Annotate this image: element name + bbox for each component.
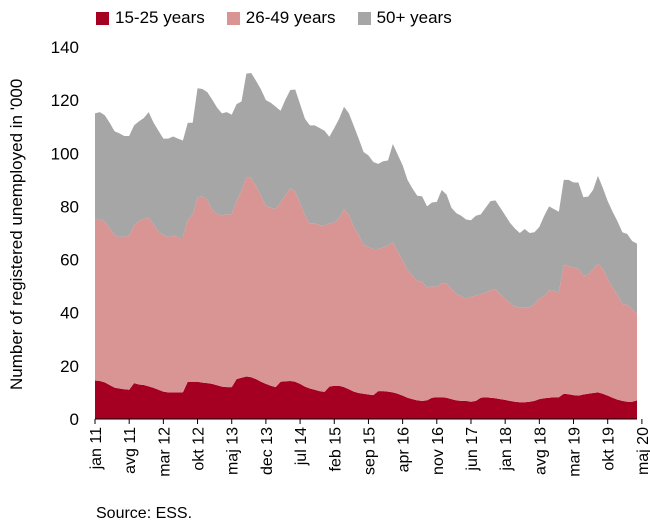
- legend-label-26-49: 26-49 years: [245, 8, 336, 27]
- x-tick-label: mar 12: [156, 427, 173, 477]
- y-tick-label: 80: [60, 197, 79, 216]
- y-tick-label: 20: [60, 357, 79, 376]
- y-tick-label: 100: [51, 144, 79, 163]
- x-tick-label: feb 15: [327, 427, 344, 472]
- legend-label-15-25: 15-25 years: [115, 8, 205, 27]
- y-axis: 0 20 40 60 80 100 120 140: [51, 38, 79, 429]
- y-tick-label: 120: [51, 91, 79, 110]
- y-tick-label: 60: [60, 251, 79, 270]
- legend-item-50plus: 50+ years: [357, 8, 452, 28]
- x-tick-label: dec 13: [259, 427, 276, 475]
- y-tick-label: 0: [70, 410, 79, 429]
- x-tick-label: jul 14: [293, 427, 310, 466]
- legend-item-26-49: 26-49 years: [226, 8, 336, 28]
- x-tick-label: apr 16: [396, 427, 413, 472]
- area-series-2: [95, 177, 637, 403]
- x-tick-label: nov 16: [430, 427, 447, 475]
- x-tick-label: avg 11: [122, 427, 139, 474]
- x-tick-label: jan 18: [498, 427, 515, 472]
- x-tick-label: jan 11: [88, 427, 105, 471]
- x-tick-label: maj 13: [225, 427, 242, 475]
- x-tick-label: avg 18: [532, 427, 549, 475]
- legend-swatch-15-25: [96, 11, 109, 25]
- area-series-3: [95, 73, 637, 315]
- x-tick-label: okt 19: [601, 427, 618, 471]
- legend-swatch-50plus: [357, 11, 371, 25]
- area-layer: [95, 73, 637, 419]
- legend-label-50plus: 50+ years: [376, 8, 452, 27]
- x-tick-label: jun 17: [464, 427, 481, 472]
- y-axis-label: Number of registered unemployed in '000: [7, 78, 26, 390]
- x-tick-label: okt 12: [191, 427, 208, 471]
- x-axis: jan 11 avg 11 mar 12 okt 12 maj 13 dec 13 jul …: [88, 418, 650, 477]
- x-tick-label: sep 15: [361, 427, 378, 475]
- y-tick-label: 40: [60, 304, 79, 323]
- source-note: Source: ESS.: [96, 505, 193, 522]
- legend-item-15-25: 15-25 years: [96, 8, 205, 28]
- y-tick-label: 140: [51, 38, 79, 57]
- legend: 15-25 years 26-49 years 50+ years: [96, 8, 452, 28]
- area-series-1: [95, 376, 637, 419]
- x-tick-label: maj 20: [635, 427, 650, 475]
- x-tick-label: mar 19: [567, 427, 584, 477]
- legend-swatch-26-49: [226, 11, 240, 25]
